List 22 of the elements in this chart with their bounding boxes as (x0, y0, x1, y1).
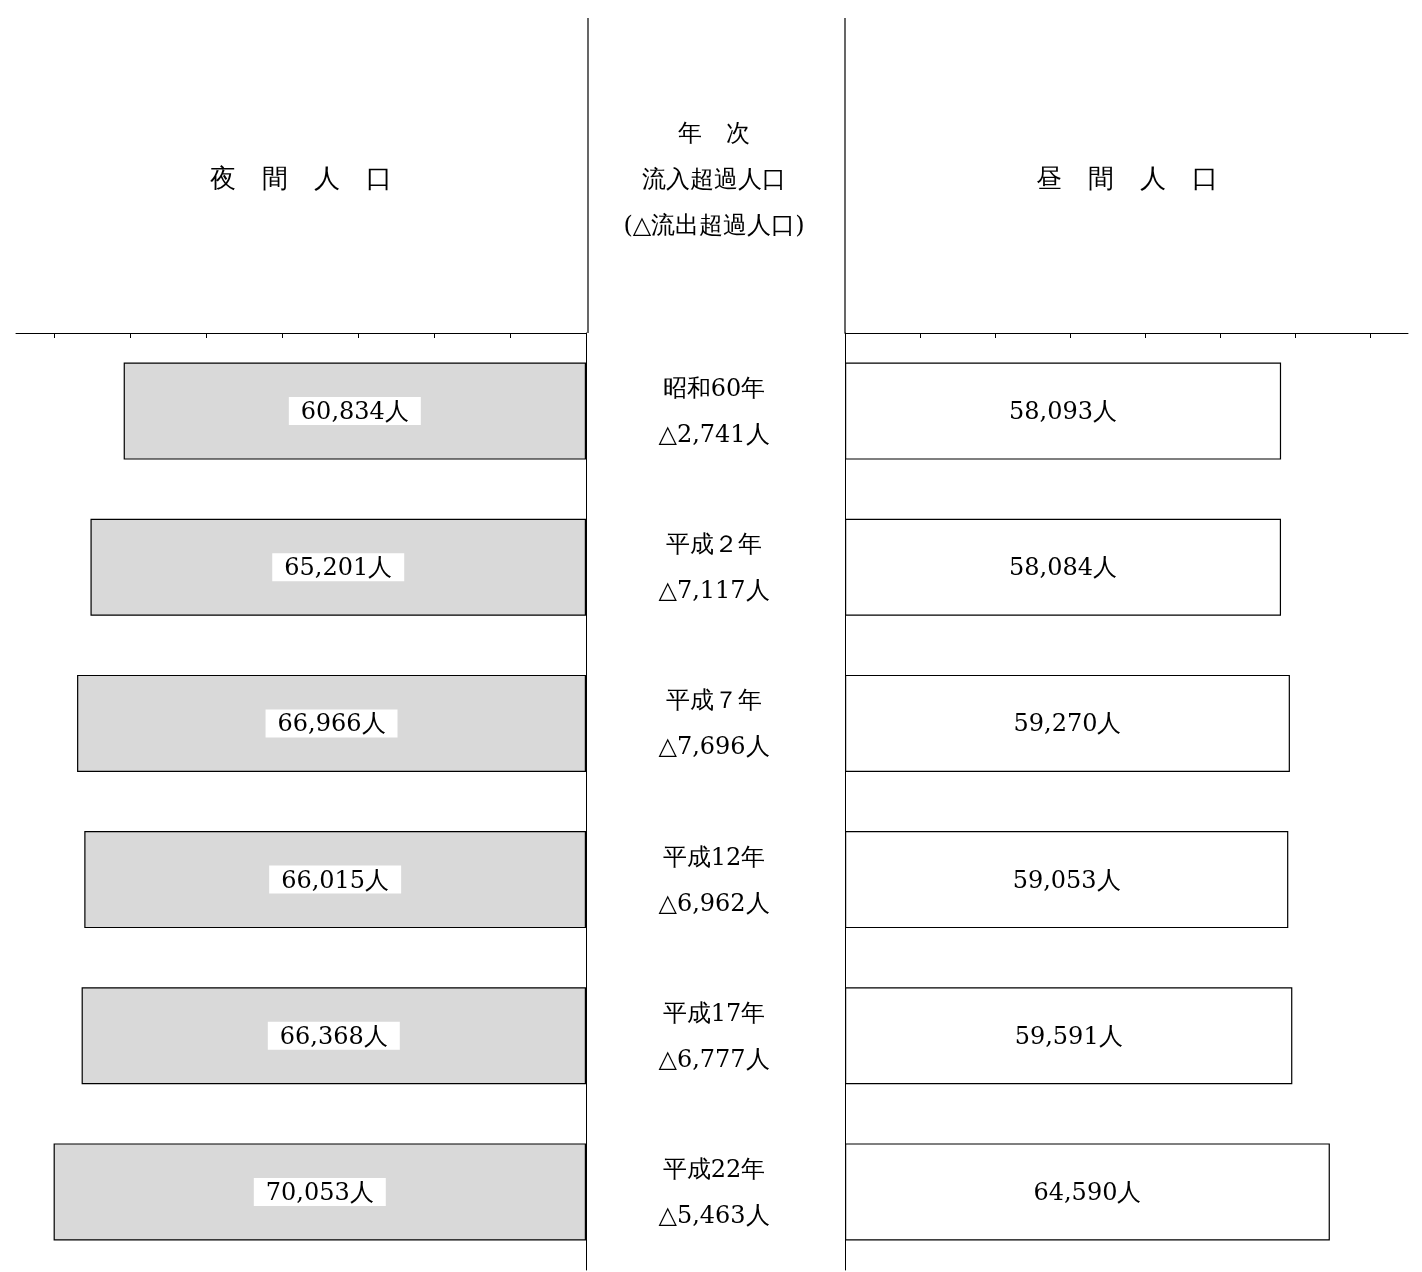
y-tick-label: 平成２年 △7,117人 (658, 530, 770, 605)
data-label: 64,590人 (1033, 1177, 1142, 1206)
data-label: 65,201人 (284, 553, 393, 582)
data-label: 58,093人 (1009, 397, 1118, 426)
chart-title: 昼 間 人 口 (1035, 163, 1218, 193)
data-label: 59,053人 (1012, 865, 1121, 894)
data-label: 60,834人 (300, 397, 409, 426)
data-label: 59,591人 (1014, 1021, 1123, 1050)
data-label: 58,084人 (1009, 553, 1117, 582)
data-label: 66,368人 (279, 1021, 388, 1050)
y-tick-label: 平成７年 △7,696人 (658, 686, 770, 761)
y-tick-label: 平成22年 △5,463人 (658, 1154, 770, 1229)
y-tick-label: 平成17年 △6,777人 (658, 998, 770, 1073)
y-axis-title: 年 次 (678, 119, 750, 147)
data-label: 66,966人 (277, 709, 386, 738)
y-tick-label: 平成12年 △6,962人 (658, 842, 770, 917)
data-label: 66,015人 (281, 865, 390, 894)
chart-title: 夜 間 人 口 (210, 163, 392, 193)
y-tick-label: 昭和60年 △2,741人 (658, 374, 770, 449)
text: 流入超過人口 (△流出超過人口) (623, 165, 805, 239)
data-label: 70,053人 (265, 1177, 374, 1206)
data-label: 59,270人 (1013, 709, 1122, 738)
